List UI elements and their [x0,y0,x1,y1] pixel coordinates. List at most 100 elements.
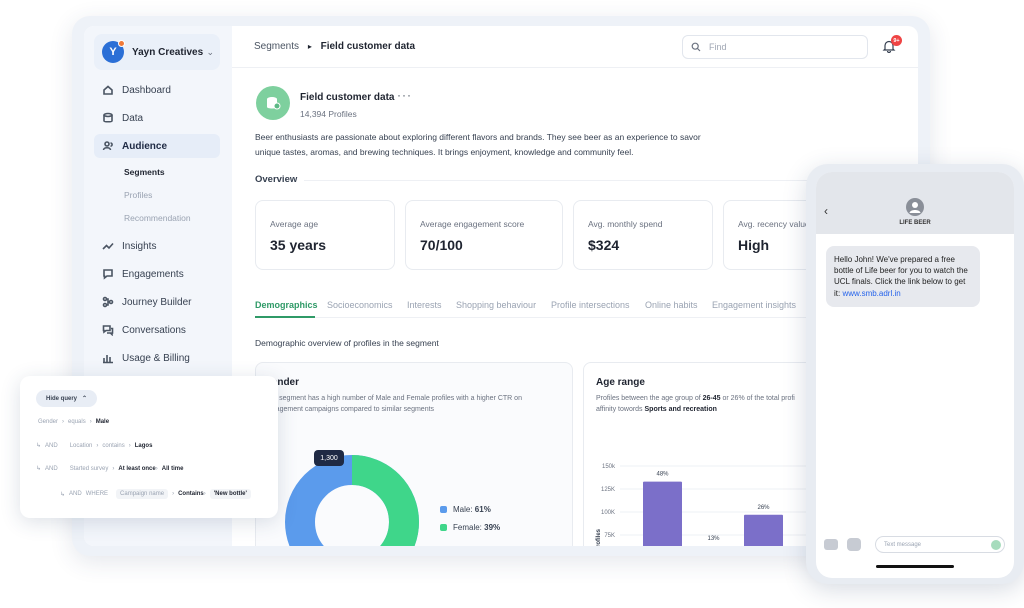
kpi-label: Avg. recency value [738,219,810,229]
branch-arrow-icon: ↳ [36,466,42,472]
segment-description-line2: unique tastes, aromas, and brewing techn… [255,147,634,157]
legend-label: Male: [453,505,473,514]
contact-name: LIFE BEER [899,220,931,226]
message-link[interactable]: www.smb.adrl.in [842,288,901,298]
query-value[interactable]: 'New bottle' [209,489,251,499]
apps-icon[interactable] [847,538,861,551]
sidebar-item-label: Data [122,112,144,124]
kpi-value: High [738,237,770,253]
desc-text: Profiles between the age group of [596,395,703,402]
database-icon [103,112,113,123]
query-value[interactable]: Lagos [134,442,153,449]
database-stack-icon [267,97,281,110]
query-row: ↳ AND Started survey › At least once › All … [36,465,184,473]
phone-screen: ‹ LIFE BEER Hello John! We've prepared a… [816,172,1014,578]
overview-divider [304,180,814,181]
query-value[interactable]: Male [95,419,110,425]
query-operator[interactable]: contains [102,442,125,449]
sidebar-item-label: Engagements [122,268,184,280]
query-value[interactable]: All time [161,465,184,472]
search-input[interactable]: Find [682,35,868,59]
desc-bold: Sports and recreation [644,406,717,413]
gender-donut-chart [285,455,419,546]
sidebar-item-data[interactable]: Data [94,106,220,130]
trend-icon [102,242,114,250]
back-arrow-icon[interactable]: ‹ [824,204,828,218]
desc-bold: 26-45 [702,395,721,402]
kpi-label: Avg. monthly spend [588,219,663,229]
tab-shopping-behaviour[interactable]: Shopping behaviour [456,300,537,310]
sidebar-item-label: Insights [122,240,157,252]
sidebar-item-usage-billing[interactable]: Usage & Billing [94,346,220,370]
chevron-right-icon: › [62,419,65,425]
donut-segment-female[interactable] [285,455,419,546]
sidebar-subitem-profiles[interactable]: Profiles [124,190,153,200]
y-tick-label: 75K [604,533,615,539]
query-row: Gender › equals › Male [38,419,109,425]
query-operator[interactable]: Contains [178,491,204,497]
send-icon[interactable] [991,539,1001,550]
sidebar-subitem-recommendation[interactable]: Recommendation [124,213,191,223]
sidebar-item-insights[interactable]: Insights [94,234,220,258]
query-field[interactable]: Location [69,442,93,449]
tab-demographics[interactable]: Demographics [255,300,318,310]
search-placeholder: Find [709,42,727,52]
tab-online-habits[interactable]: Online habits [645,300,698,310]
sidebar-item-label: Conversations [122,324,186,336]
legend-label: Female: [453,523,482,532]
users-icon [102,141,113,151]
query-conjunction: AND [69,491,82,497]
query-field[interactable]: Started survey [69,465,109,472]
query-conjunction: WHERE [85,491,109,497]
kpi-card-engagement-score: Average engagement score 70/100 [405,200,563,270]
query-operator[interactable]: equals [68,419,86,425]
query-conjunction: AND [45,465,58,472]
y-axis-label: Profiles [596,528,602,546]
hide-query-button[interactable]: Hide query ⌃ [36,390,98,407]
kpi-card-monthly-spend: Avg. monthly spend $324 [573,200,713,270]
branch-arrow-icon: ↳ [60,491,66,498]
legend-swatch-female [440,524,447,531]
bar [744,514,783,546]
bar [643,481,682,546]
breadcrumb-current: Field customer data [320,41,416,52]
sidebar-item-label: Audience [122,140,168,152]
workspace-name: Yayn Creatives [132,46,204,58]
top-bar: Segments ▸ Field customer data Find 9+ [232,26,918,68]
journey-icon [102,296,114,308]
tab-interests[interactable]: Interests [407,300,442,310]
workspace-switcher[interactable]: Y Yayn Creatives ⌄ [94,34,220,70]
sidebar-item-journey-builder[interactable]: Journey Builder [94,290,220,314]
sidebar-item-engagements[interactable]: Engagements [94,262,220,286]
more-options-icon[interactable]: ··· [397,88,412,102]
bar-data-label: 13% [707,536,720,542]
status-dot [118,40,125,47]
query-field[interactable]: Gender [38,419,59,425]
query-field[interactable]: Campaign name [116,489,169,499]
text-message-input[interactable]: Text message [875,536,1005,553]
tab-engagement-insights[interactable]: Engagement insights [712,300,797,310]
hide-query-label: Hide query [46,395,78,402]
age-card-desc-line1: Profiles between the age group of 26-45 … [596,395,795,402]
legend-male: Male: 61% [440,505,491,514]
breadcrumb-root[interactable]: Segments [254,41,300,52]
legend-swatch-male [440,506,447,513]
sidebar-item-dashboard[interactable]: Dashboard [94,78,220,102]
query-operator[interactable]: At least once [118,465,156,472]
sidebar-item-audience[interactable]: Audience [94,134,220,158]
tab-profile-intersections[interactable]: Profile intersections [551,300,630,310]
home-icon [103,85,113,95]
chevron-right-icon: › [155,465,158,472]
chevron-up-icon: ⌃ [82,396,88,402]
notification-badge: 9+ [891,35,902,46]
camera-icon[interactable] [824,539,838,550]
chevron-right-icon: › [89,419,92,425]
bar-data-label: 48% [656,472,669,478]
sidebar-item-label: Usage & Billing [122,352,190,364]
tab-socioeconomics[interactable]: Socioeconomics [327,300,393,310]
branch-arrow-icon: ↳ [36,443,42,449]
sidebar-item-conversations[interactable]: Conversations [94,318,220,342]
legend-value: 39% [484,523,501,532]
sidebar-subitem-segments[interactable]: Segments [124,167,165,177]
sidebar-item-label: Journey Builder [122,296,192,308]
